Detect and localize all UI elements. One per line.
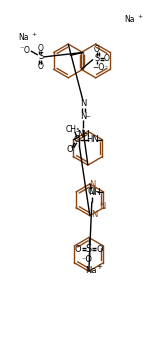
Text: O: O — [75, 245, 81, 254]
Text: +: + — [97, 264, 103, 270]
Text: HN: HN — [86, 135, 99, 144]
Text: O: O — [38, 62, 44, 71]
Text: O: O — [104, 54, 110, 63]
Text: NH: NH — [77, 130, 90, 139]
Text: O: O — [94, 45, 100, 54]
Text: ~: ~ — [84, 114, 90, 120]
Text: Na: Na — [18, 33, 28, 42]
Text: ⁻: ⁻ — [20, 44, 24, 54]
Text: ⁻O: ⁻O — [81, 255, 92, 264]
Text: O: O — [38, 43, 44, 52]
Text: NH: NH — [88, 188, 101, 197]
Text: CH₃: CH₃ — [66, 125, 80, 134]
Text: N: N — [80, 112, 86, 121]
Text: Na: Na — [85, 266, 97, 275]
Text: S: S — [38, 52, 43, 62]
Text: Cl: Cl — [88, 187, 96, 196]
Text: S: S — [86, 244, 92, 254]
Text: N: N — [80, 99, 86, 108]
Text: −O⁻: −O⁻ — [92, 63, 108, 72]
Text: O: O — [96, 245, 103, 254]
Text: Na: Na — [124, 15, 134, 24]
Text: O: O — [24, 47, 30, 56]
Text: N: N — [99, 202, 106, 211]
Text: +: + — [31, 32, 37, 37]
Text: O: O — [67, 145, 73, 154]
Text: N: N — [89, 180, 95, 189]
Text: C: C — [74, 135, 80, 144]
Text: S: S — [94, 54, 100, 63]
Text: +: + — [137, 14, 143, 19]
Text: N: N — [92, 210, 98, 219]
